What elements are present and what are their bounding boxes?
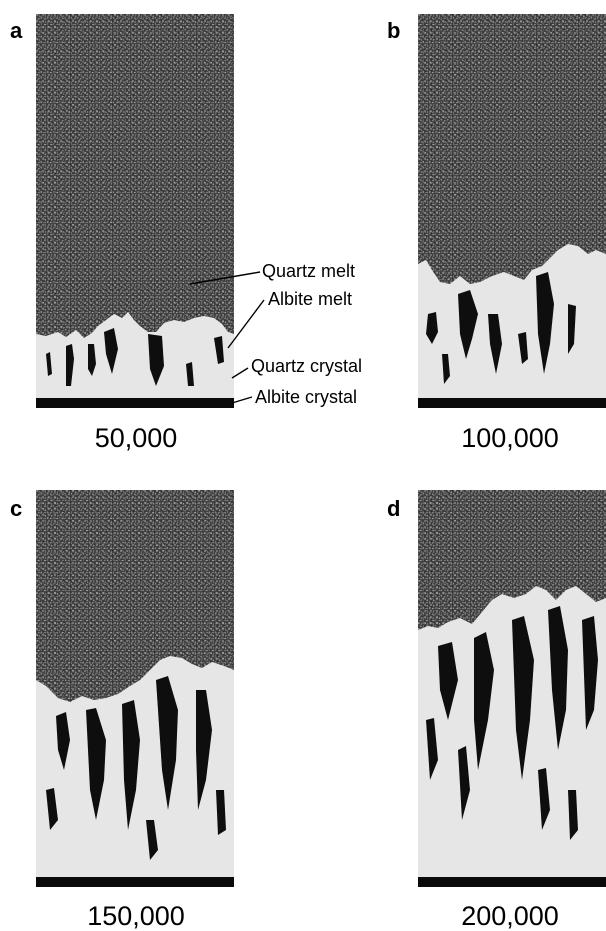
panel-a-albite-melt — [46, 328, 224, 386]
panel-a-quartz-crystal — [36, 312, 234, 408]
panel-b-quartz-crystal — [418, 244, 606, 408]
label-albite-melt: Albite melt — [268, 289, 353, 309]
panel-d-simulation — [418, 490, 606, 887]
panel-b-step-label: 100,000 — [461, 423, 559, 453]
panel-a-step-label: 50,000 — [94, 423, 178, 453]
label-albite-crystal: Albite crystal — [255, 387, 358, 407]
panel-b-svg — [418, 14, 606, 408]
panel-a-svg — [36, 14, 234, 408]
panel-b-albite-melt — [426, 272, 576, 384]
panel-c-simulation — [36, 490, 234, 887]
panel-d-step-label: 200,000 — [461, 901, 559, 931]
panel-d-quartz-crystal — [418, 586, 606, 887]
leader-quartz-crystal — [231, 367, 249, 379]
leader-albite-crystal — [231, 396, 253, 404]
panel-b-letter: b — [387, 18, 401, 43]
label-quartz-crystal: Quartz crystal — [251, 356, 363, 376]
panel-d-letter: d — [387, 496, 401, 521]
panel-c-step-label: 150,000 — [87, 901, 185, 931]
panel-a-albite-crystal — [36, 398, 234, 408]
panel-b-simulation — [418, 14, 606, 408]
label-quartz-melt: Quartz melt — [262, 261, 356, 281]
panel-a-letter: a — [10, 18, 23, 43]
panel-c-svg — [36, 490, 234, 887]
panel-c-letter: c — [10, 496, 23, 521]
panel-c-albite-melt — [46, 676, 226, 860]
panel-d-albite-melt — [426, 606, 598, 840]
panel-d-svg — [418, 490, 606, 887]
panel-a-simulation — [36, 14, 234, 408]
